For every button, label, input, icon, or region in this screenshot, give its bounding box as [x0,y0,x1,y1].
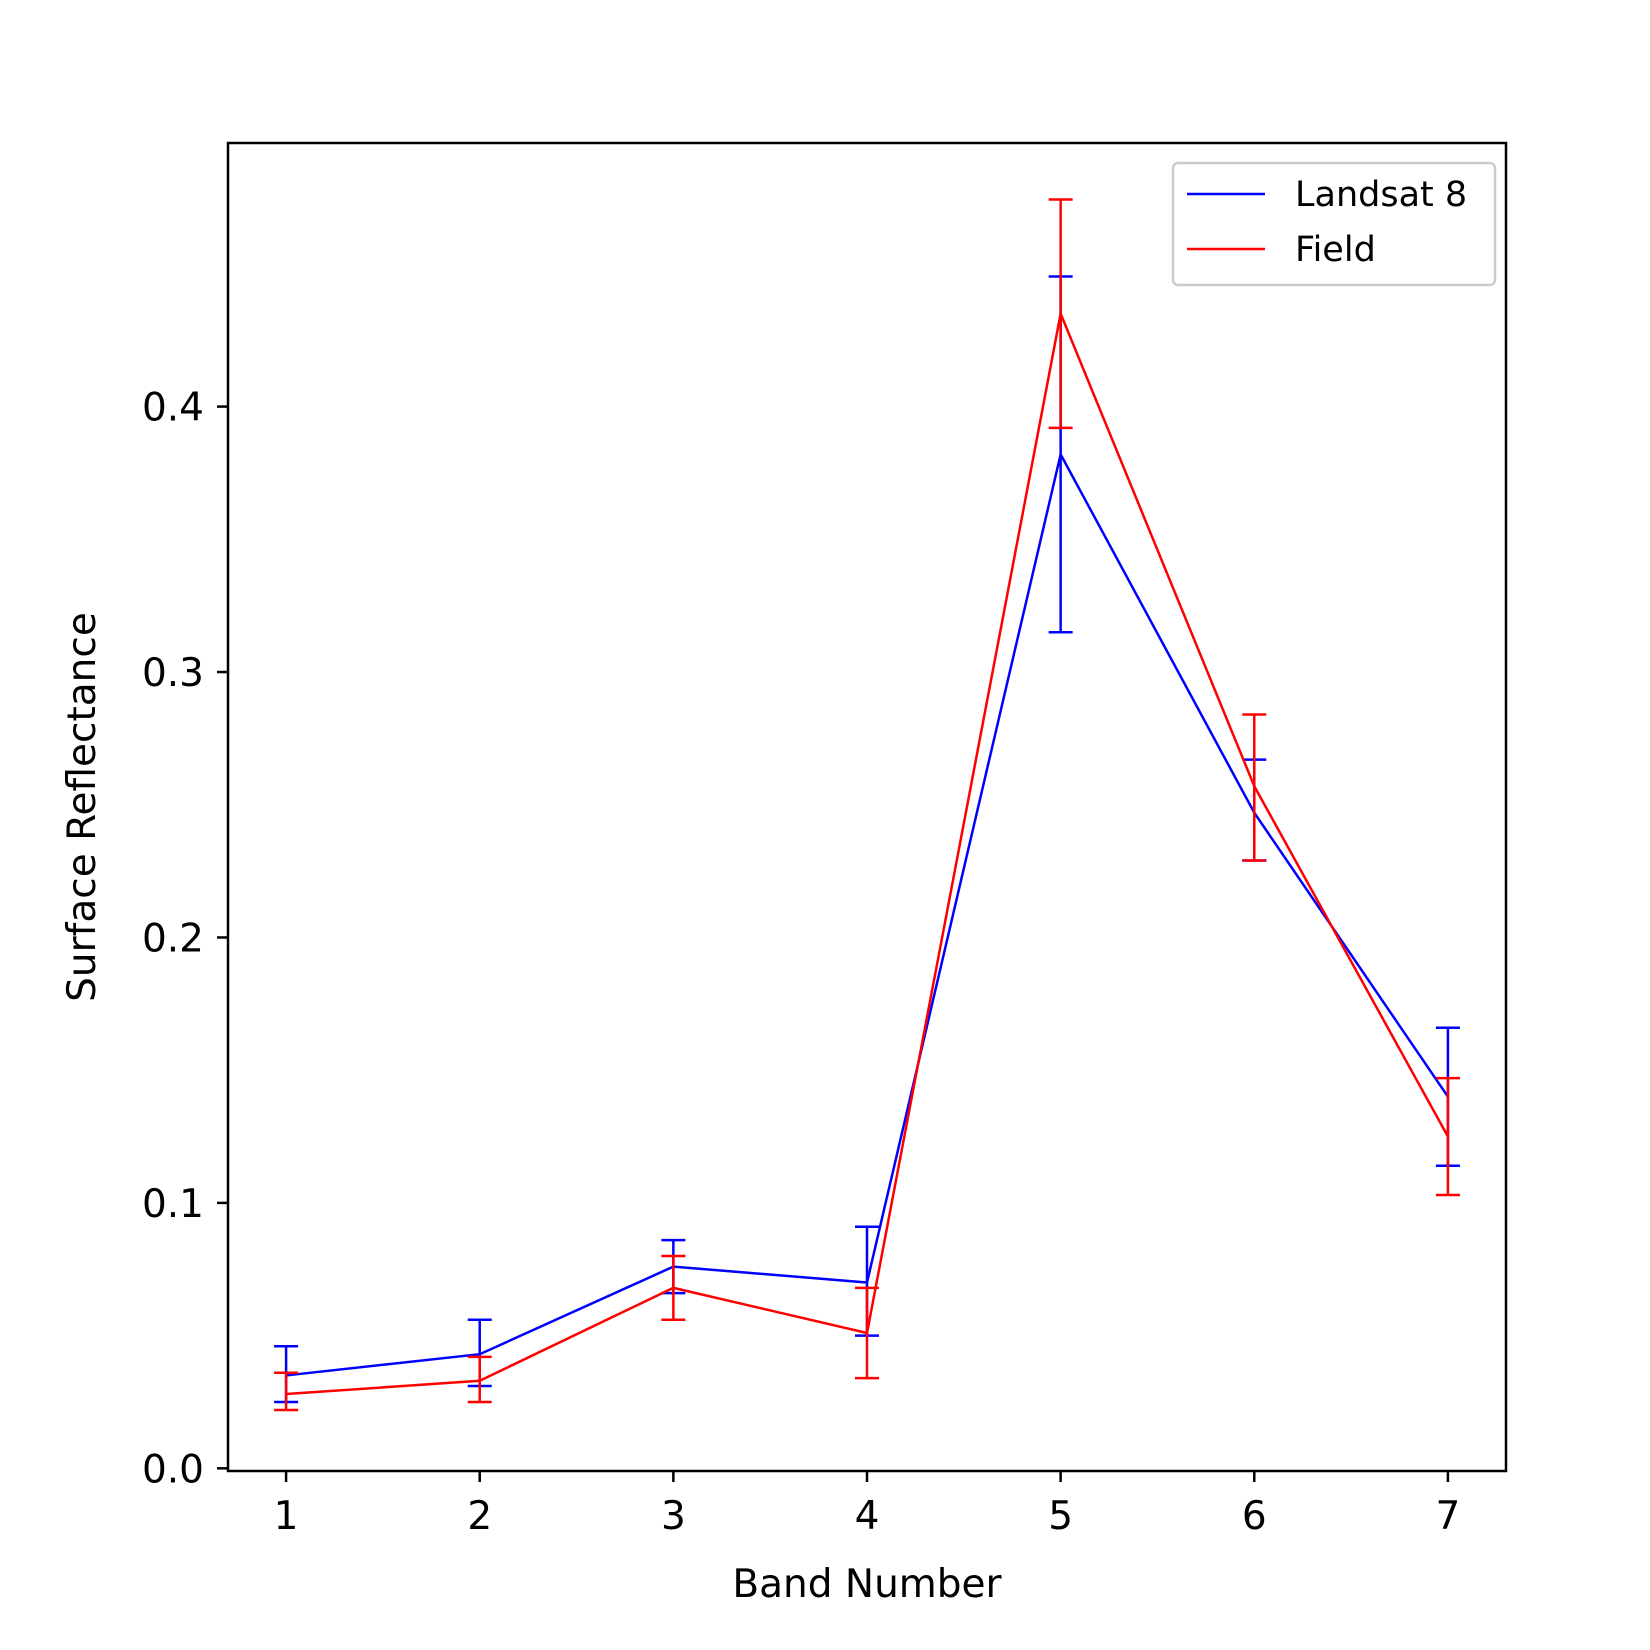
y-tick-label: 0.3 [142,651,204,696]
x-axis: 1 2 3 4 5 6 7 [274,1471,1460,1539]
x-axis-label: Band Number [732,1562,1002,1607]
x-tick-label: 6 [1242,1494,1267,1539]
error-bar-field [1435,1076,1460,1197]
legend-label-landsat-8: Landsat 8 [1295,175,1467,215]
y-tick-label: 0.0 [142,1447,204,1492]
series-field [274,198,1460,1412]
legend: Landsat 8 Field [1171,161,1497,287]
y-axis: 0.0 0.1 0.2 0.3 0.4 [142,386,228,1492]
error-bar-field [274,1371,299,1412]
error-bar-field [661,1254,686,1321]
error-bar-field [1242,713,1267,862]
x-tick-label: 5 [1048,1494,1073,1539]
y-tick-label: 0.1 [142,1182,204,1227]
x-tick-label: 3 [661,1494,686,1539]
y-tick-label: 0.4 [142,386,204,431]
x-tick-label: 1 [274,1494,299,1539]
y-axis-label: Surface Reflectance [60,612,105,1002]
error-bar-field [1048,198,1073,430]
series-layer [274,198,1460,1412]
error-bar-field [467,1355,492,1404]
error-bar-field [855,1286,879,1380]
y-tick-label: 0.2 [142,916,204,961]
legend-label-field: Field [1295,230,1376,270]
x-tick-label: 7 [1435,1494,1460,1539]
x-tick-label: 4 [855,1494,880,1539]
x-tick-label: 2 [467,1494,492,1539]
